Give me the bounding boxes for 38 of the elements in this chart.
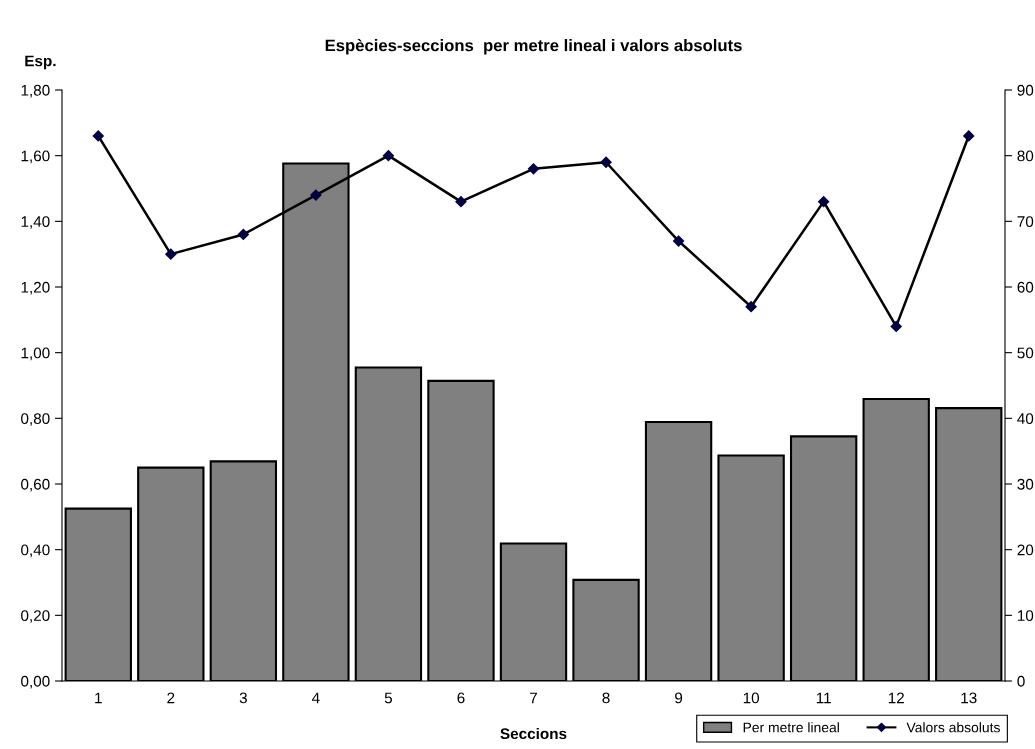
x-tick-label: 12 <box>888 692 904 704</box>
y-tick-label: 0,60 <box>21 478 50 492</box>
x-tick-label: 10 <box>743 692 760 704</box>
y2-tick-label: 80 <box>1017 150 1034 162</box>
chart-title: Espècies-seccions per metre lineal i valors absoluts <box>325 38 742 55</box>
x-tick-label: 13 <box>961 692 977 704</box>
y-tick-label: 0,80 <box>21 413 50 426</box>
x-tick-label: 7 <box>530 692 537 704</box>
y2-tick-label: 50 <box>1017 347 1034 359</box>
x-tick-label: 6 <box>457 692 465 704</box>
y2-tick-label: 10 <box>1017 610 1034 622</box>
y2-tick-label: 70 <box>1017 216 1034 228</box>
x-tick-label: 8 <box>602 692 610 704</box>
y2-tick-label: 20 <box>1017 544 1034 556</box>
x-tick-label: 9 <box>675 692 683 704</box>
y-tick-label: 1,80 <box>21 84 50 98</box>
legend-label: Valors absoluts <box>906 722 1000 733</box>
y2-tick-label: 40 <box>1017 413 1034 425</box>
y-tick-label: 0,40 <box>21 544 50 558</box>
y-tick-label: 1,20 <box>21 281 50 295</box>
y2-tick-label: 90 <box>1017 84 1034 96</box>
x-tick-label: 5 <box>384 692 393 704</box>
y-tick-label: 1,00 <box>21 347 50 361</box>
x-axis-title: Seccions <box>500 727 567 740</box>
legend-label: Per metre lineal <box>743 722 839 733</box>
y-tick-label: 1,60 <box>21 150 50 164</box>
y-tick-label: 0,00 <box>21 675 50 689</box>
y2-tick-label: 60 <box>1017 281 1034 293</box>
x-tick-label: 1 <box>95 692 102 704</box>
y-axis-title: Esp. <box>25 55 56 70</box>
x-tick-label: 11 <box>816 692 831 704</box>
x-tick-label: 4 <box>311 692 320 704</box>
y-tick-label: 0,20 <box>21 610 50 623</box>
x-tick-label: 3 <box>239 692 247 704</box>
x-tick-label: 2 <box>167 692 175 704</box>
y2-tick-label: 30 <box>1017 478 1034 490</box>
y-tick-label: 1,40 <box>21 216 50 229</box>
y2-tick-label: 0 <box>1017 675 1025 687</box>
